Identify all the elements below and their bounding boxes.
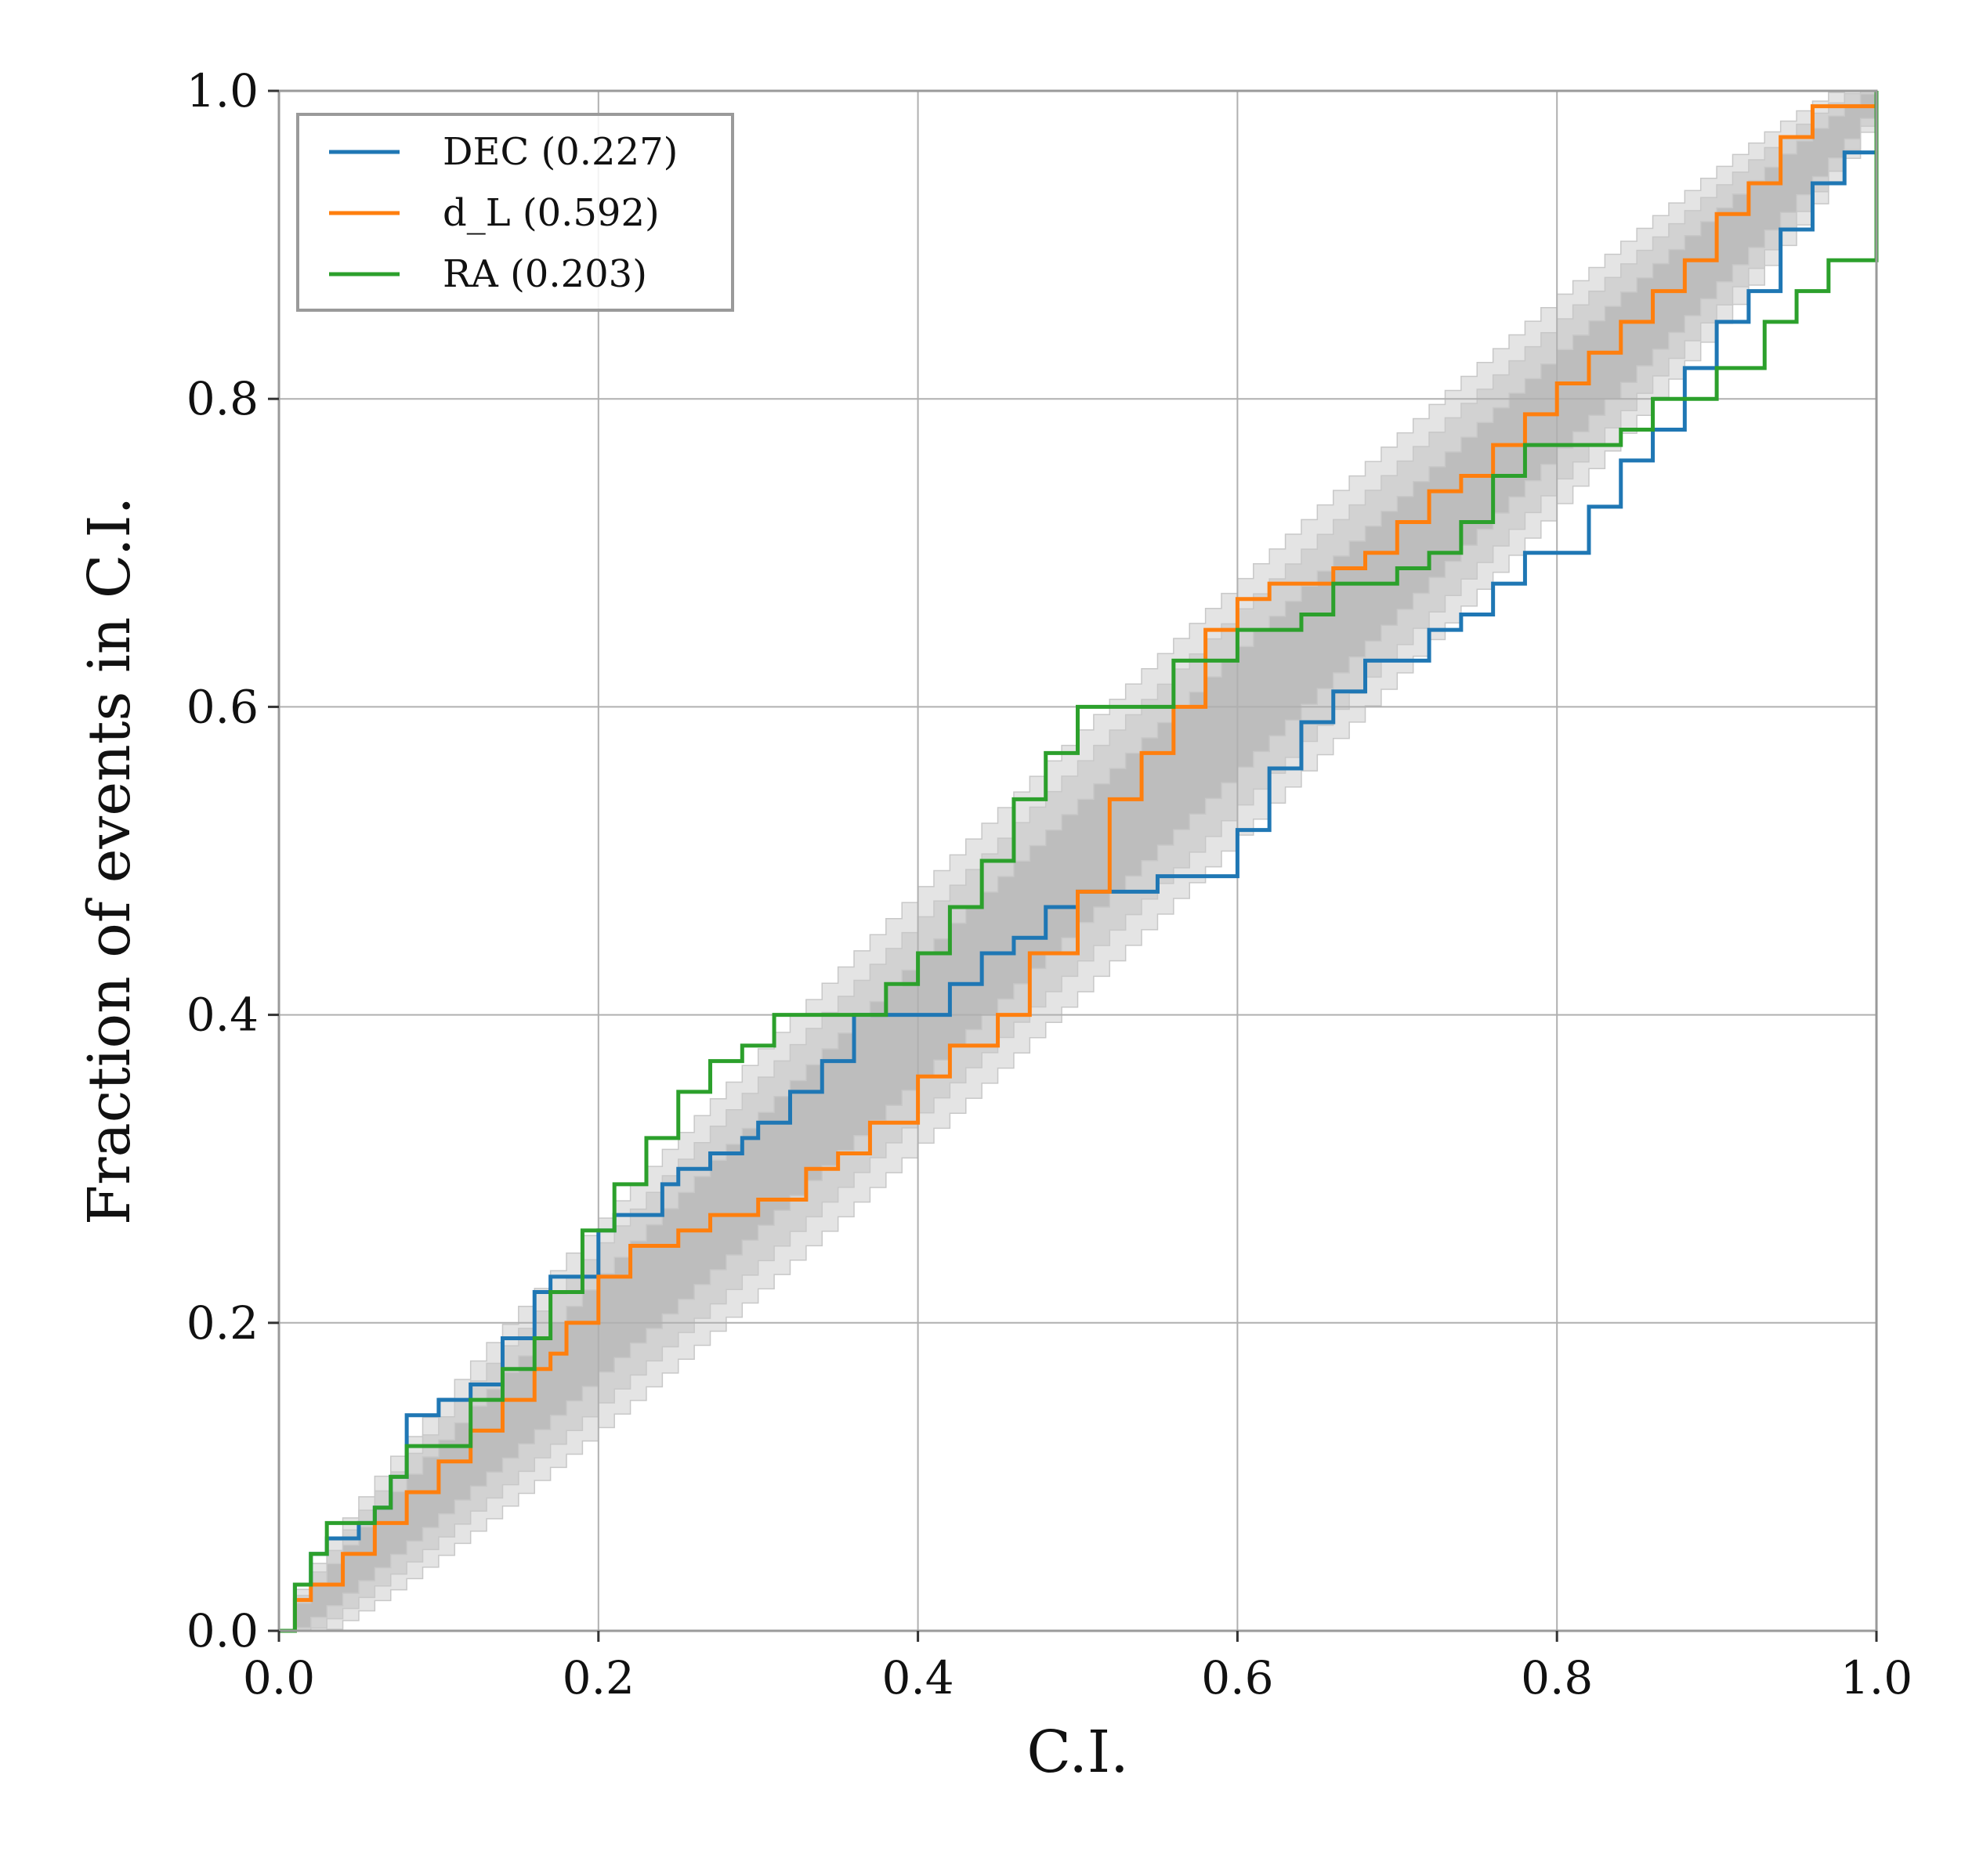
axis-ticks: 0.0 0.2 0.4 0.6 0.8 1.0 0.0 0.2 0.4 0.6 0.8 1.0	[186, 64, 1913, 1704]
y-axis-label: Fraction of events in C.I.	[76, 497, 143, 1225]
y-tick-label-5: 1.0	[186, 64, 259, 117]
x-tick-label-3: 0.6	[1201, 1651, 1273, 1704]
series-line-2	[279, 91, 1879, 1633]
series-line-1	[279, 91, 1879, 1633]
legend: DEC (0.227) d_L (0.592) RA (0.203)	[296, 113, 734, 312]
y-tick-label-4: 0.8	[186, 372, 259, 425]
x-tick-label-1: 0.2	[563, 1651, 635, 1704]
x-tick-label-0: 0.0	[243, 1651, 315, 1704]
series-lines	[279, 91, 1879, 1633]
x-axis-label: C.I.	[1026, 1719, 1128, 1786]
legend-label-2: RA (0.203)	[443, 252, 647, 296]
legend-label-0: DEC (0.227)	[443, 130, 678, 174]
legend-label-1: d_L (0.592)	[443, 191, 660, 235]
x-tick-label-2: 0.4	[881, 1651, 954, 1704]
x-tick-label-5: 1.0	[1840, 1651, 1913, 1704]
y-tick-label-2: 0.4	[186, 989, 259, 1042]
y-tick-label-3: 0.6	[186, 680, 259, 733]
y-tick-label-0: 0.0	[186, 1604, 259, 1657]
plot-frame	[277, 89, 1878, 1632]
x-tick-label-4: 0.8	[1521, 1651, 1593, 1704]
y-tick-label-1: 0.2	[186, 1296, 259, 1350]
series-line-0	[279, 91, 1879, 1633]
